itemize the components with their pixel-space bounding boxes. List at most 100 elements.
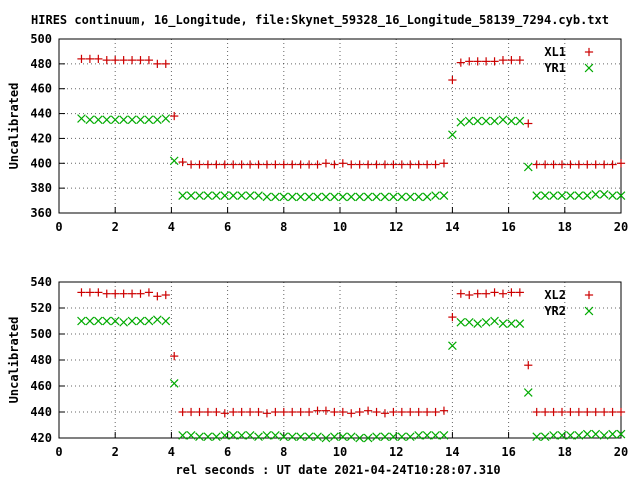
data-point xyxy=(296,432,306,442)
data-point xyxy=(540,432,550,442)
data-point xyxy=(153,115,162,125)
data-point xyxy=(507,288,516,297)
data-point xyxy=(600,160,609,169)
x-tick-label: 4 xyxy=(168,445,175,459)
data-point xyxy=(304,432,314,442)
data-point xyxy=(515,56,524,65)
data-point xyxy=(203,432,213,442)
data-point xyxy=(119,56,128,65)
data-point xyxy=(136,56,145,65)
x-tick-label: 0 xyxy=(55,220,62,234)
x-tick-label: 18 xyxy=(558,220,572,234)
y-tick-label: 520 xyxy=(30,301,52,315)
data-point xyxy=(237,407,246,417)
data-point xyxy=(178,407,187,417)
data-point xyxy=(363,192,373,202)
data-point xyxy=(448,75,457,85)
data-point xyxy=(186,407,196,417)
data-point xyxy=(523,388,533,397)
x-tick-label: 20 xyxy=(614,445,628,459)
data-point xyxy=(355,433,365,443)
data-point xyxy=(507,56,516,65)
data-point xyxy=(220,431,230,440)
data-point xyxy=(422,192,432,202)
data-point xyxy=(111,56,120,65)
data-point xyxy=(271,160,280,169)
x-tick-label: 8 xyxy=(280,220,287,234)
data-point xyxy=(448,130,457,140)
data-point xyxy=(439,406,449,415)
data-point xyxy=(271,192,280,202)
data-point xyxy=(136,115,145,125)
x-axis-label: rel seconds : UT date 2021-04-24T10:28:0… xyxy=(175,463,500,477)
data-point xyxy=(229,160,238,169)
data-point xyxy=(405,192,415,202)
data-point xyxy=(473,57,482,66)
data-point xyxy=(237,431,246,440)
data-point xyxy=(448,341,457,351)
data-point xyxy=(110,115,120,125)
data-point xyxy=(557,160,567,169)
data-point xyxy=(237,160,246,169)
data-point xyxy=(431,407,440,417)
data-point xyxy=(338,159,347,168)
data-point xyxy=(465,57,474,66)
data-point xyxy=(566,407,575,417)
data-point xyxy=(389,160,398,169)
y-tick-label: 400 xyxy=(30,156,52,170)
data-point xyxy=(144,115,154,125)
data-point xyxy=(473,319,483,328)
data-point xyxy=(229,407,238,417)
data-point xyxy=(136,316,145,326)
data-point xyxy=(490,57,499,66)
y-tick-label: 420 xyxy=(30,431,52,445)
data-point xyxy=(313,432,322,442)
data-point xyxy=(406,160,415,169)
legend-marker xyxy=(584,290,594,300)
data-point xyxy=(93,316,103,326)
data-point xyxy=(313,406,322,415)
data-point xyxy=(482,57,491,66)
data-point xyxy=(313,160,322,169)
y-tick-label: 500 xyxy=(30,32,52,46)
data-point xyxy=(262,192,272,202)
data-point xyxy=(608,407,617,417)
data-point xyxy=(245,431,255,440)
y-tick-label: 480 xyxy=(30,57,52,71)
data-point xyxy=(161,316,171,326)
data-point xyxy=(540,191,550,200)
data-point xyxy=(102,316,112,326)
data-point xyxy=(456,317,466,327)
data-point xyxy=(363,433,373,443)
data-point xyxy=(431,431,440,440)
data-point xyxy=(372,407,381,417)
x-tick-label: 6 xyxy=(224,220,231,234)
x-tick-label: 0 xyxy=(55,445,62,459)
data-point xyxy=(203,160,213,169)
data-point xyxy=(262,409,272,418)
data-point xyxy=(405,432,415,442)
data-point xyxy=(77,316,86,326)
legend-label: XL2 xyxy=(544,288,566,302)
data-point xyxy=(532,160,541,169)
data-point xyxy=(237,191,246,200)
data-point xyxy=(549,431,558,440)
data-point xyxy=(616,159,626,168)
data-point xyxy=(304,407,314,417)
data-point xyxy=(111,289,120,298)
data-point xyxy=(473,289,482,298)
data-point xyxy=(439,159,449,168)
data-point xyxy=(372,432,381,442)
legend-label: YR2 xyxy=(544,304,566,318)
data-point xyxy=(77,288,86,297)
data-point xyxy=(574,160,583,169)
data-point xyxy=(245,160,255,169)
data-point xyxy=(372,160,381,169)
data-point xyxy=(380,409,390,418)
data-point xyxy=(161,114,171,123)
data-point xyxy=(582,191,592,200)
x-tick-label: 8 xyxy=(280,445,287,459)
data-point xyxy=(355,407,364,417)
data-point xyxy=(186,431,196,440)
